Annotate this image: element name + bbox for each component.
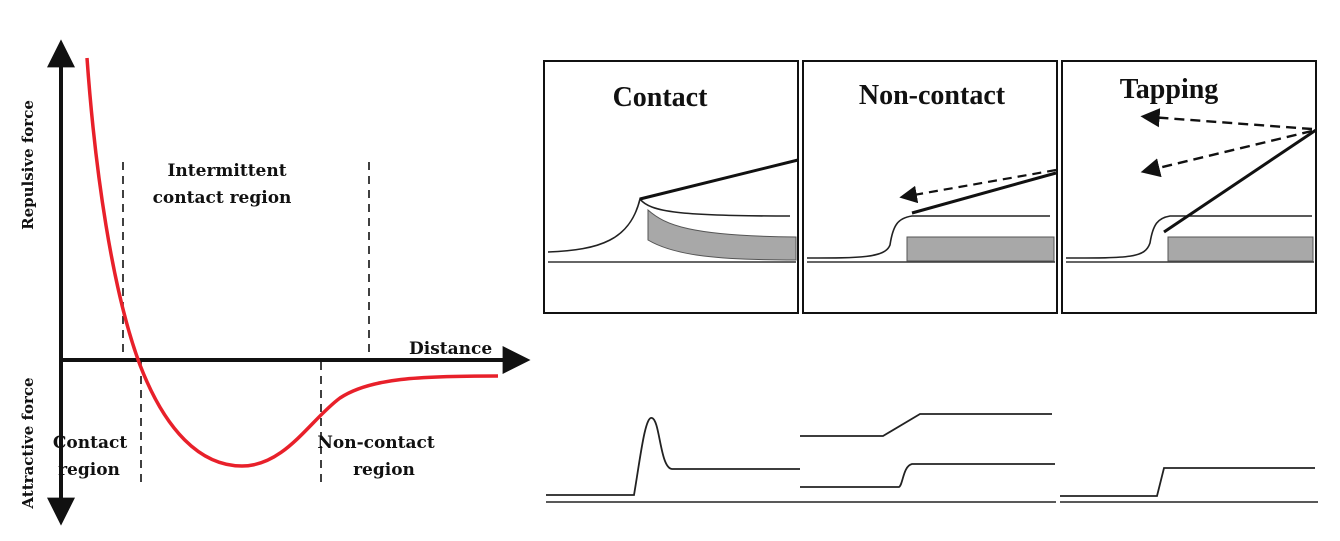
trace-contact (546, 417, 800, 496)
trace-noncontact-lower (800, 463, 1055, 488)
trace-noncontact-upper (800, 413, 1052, 437)
cantilever-body (906, 236, 1055, 262)
panel-frame (543, 60, 799, 314)
panel-title-noncontact: Non-contact (859, 80, 1006, 111)
contact-region-label: Contact region (53, 433, 133, 480)
laser-beam (1163, 128, 1317, 234)
signal-traces (546, 413, 1318, 503)
reflected-beam (899, 168, 1057, 204)
cantilever-body (647, 208, 797, 261)
attractive-force-label: Attractive force (19, 377, 37, 509)
intermittent-region-label: Intermittent contact region (153, 161, 293, 208)
cantilever-body (1167, 236, 1314, 262)
panel-title-contact: Contact (613, 82, 709, 113)
force-curve (85, 57, 499, 468)
panel-frame (1061, 60, 1317, 314)
panel-frame (802, 60, 1058, 314)
cantilever-outline (806, 215, 1050, 259)
reflected-beam-lower (1140, 129, 1313, 178)
repulsive-force-label: Repulsive force (19, 100, 37, 230)
distance-label: Distance (409, 339, 492, 359)
laser-beam (639, 158, 799, 201)
panel-title-tapping: Tapping (1120, 74, 1219, 105)
panel-contact: Contact (543, 60, 799, 314)
panel-noncontact: Non-contact (802, 60, 1058, 314)
reflected-beam-upper (1140, 108, 1313, 131)
force-distance-diagram: Repulsive force Attractive force Distanc… (19, 39, 531, 526)
cantilever-outline (1065, 215, 1312, 259)
laser-beam (911, 171, 1057, 215)
trace-tapping (1060, 467, 1315, 497)
panel-tapping: Tapping (1061, 60, 1317, 314)
noncontact-region-label: Non-contact region (317, 433, 440, 480)
